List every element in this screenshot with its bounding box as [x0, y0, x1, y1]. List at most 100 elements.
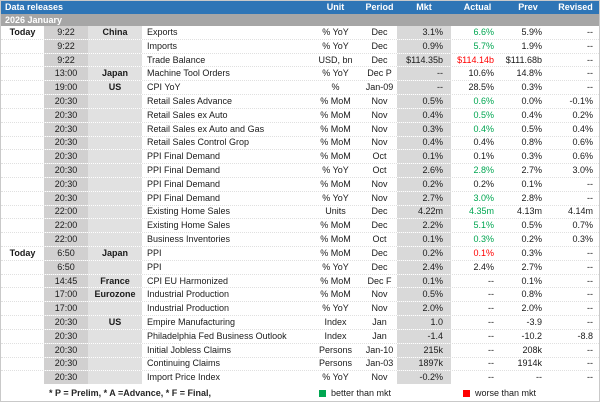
time-cell: 22:00	[44, 205, 88, 219]
prev-cell: -10.2	[521, 331, 542, 341]
actual-cell: --	[488, 345, 494, 355]
unit-cell: % YoY	[322, 304, 349, 314]
actual-cell: $114.14b	[457, 55, 494, 65]
mkt-cell: 2.6%	[397, 164, 451, 177]
period-cell: Dec	[371, 41, 388, 51]
table-row: 20:30 PPI Final Demand % MoM Oct 0.1% 0.…	[1, 150, 599, 165]
day-cell	[1, 274, 44, 288]
unit-cell: % MoM	[320, 96, 351, 106]
indicator-cell: Imports	[147, 41, 178, 51]
table-row: 19:00 US CPI YoY % Jan-09 -- 28.5% 0.3% …	[1, 81, 599, 96]
unit-cell: % YoY	[322, 373, 349, 383]
day-cell	[1, 39, 44, 53]
time-cell: 9:22	[44, 39, 88, 53]
revised-cell: 0.7%	[572, 221, 593, 231]
indicator-cell: Retail Sales ex Auto and Gas	[147, 124, 265, 134]
better-swatch-icon	[319, 389, 326, 397]
actual-cell: 5.1%	[473, 221, 494, 231]
day-cell	[1, 357, 44, 371]
table-row: 9:22 Trade Balance USD, bn Dec $114.35b …	[1, 53, 599, 68]
country-cell	[88, 122, 142, 136]
country-cell: US	[88, 316, 142, 329]
day-cell: Today	[1, 247, 44, 260]
indicator-cell: Philadelphia Fed Business Outlook	[147, 331, 287, 341]
mkt-cell: --	[397, 67, 451, 81]
actual-cell: --	[488, 304, 494, 314]
mkt-cell: -0.2%	[397, 371, 451, 385]
time-cell: 20:30	[44, 357, 88, 371]
country-cell	[88, 39, 142, 53]
prev-cell: 0.0%	[521, 96, 542, 106]
table-body: Today 9:22 China Exports % YoY Dec 3.1% …	[1, 26, 599, 385]
prev-cell: --	[536, 373, 542, 383]
table-row: 20:30 PPI Final Demand % YoY Nov 2.7% 3.…	[1, 191, 599, 206]
period-cell: Jan-09	[365, 83, 394, 93]
actual-cell: --	[488, 331, 494, 341]
period-cell: Nov	[371, 373, 388, 383]
day-cell	[1, 81, 44, 95]
day-cell: Today	[1, 26, 44, 39]
mkt-cell: 0.5%	[397, 95, 451, 108]
actual-cell: 2.8%	[473, 166, 494, 176]
day-cell	[1, 288, 44, 302]
indicator-cell: Retail Sales Advance	[147, 96, 233, 106]
revised-cell: 0.3%	[572, 235, 593, 245]
table-row: 20:30 Philadelphia Fed Business Outlook …	[1, 329, 599, 344]
time-cell: 20:30	[44, 316, 88, 329]
prev-cell: 0.2%	[521, 235, 542, 245]
revised-cell: --	[587, 27, 593, 37]
period-cell: Oct	[372, 166, 387, 176]
revised-cell: --	[587, 262, 593, 272]
country-cell	[88, 205, 142, 219]
actual-cell: 28.5%	[468, 83, 494, 93]
prev-cell: -3.9	[526, 317, 542, 327]
actual-cell: 0.1%	[473, 248, 494, 258]
unit-cell: Index	[324, 317, 347, 327]
indicator-cell: PPI	[147, 248, 162, 258]
day-cell	[1, 371, 44, 385]
prev-cell: 1.9%	[521, 41, 542, 51]
column-header-actual: Actual	[463, 3, 492, 12]
unit-cell: % MoM	[320, 235, 351, 245]
prev-cell: 0.3%	[521, 248, 542, 258]
unit-cell: % YoY	[322, 41, 349, 51]
unit-cell: % MoM	[320, 276, 351, 286]
indicator-cell: Continuing Claims	[147, 359, 221, 369]
revised-cell: --	[587, 83, 593, 93]
indicator-cell: Retail Sales Control Grop	[147, 138, 250, 148]
mkt-cell: 2.4%	[397, 260, 451, 274]
country-cell	[88, 177, 142, 191]
country-cell: France	[88, 274, 142, 288]
prev-cell: 2.7%	[521, 166, 542, 176]
table-row: 20:30 US Empire Manufacturing Index Jan …	[1, 316, 599, 330]
indicator-cell: Business Inventories	[147, 235, 231, 245]
prev-cell: 0.1%	[521, 276, 542, 286]
indicator-cell: Machine Tool Orders	[147, 69, 230, 79]
actual-cell: 0.6%	[473, 96, 494, 106]
prev-cell: 0.5%	[521, 124, 542, 134]
day-cell	[1, 302, 44, 316]
period-cell: Nov	[371, 138, 388, 148]
month-header: 2026 January	[1, 14, 599, 26]
actual-cell: --	[488, 276, 494, 286]
mkt-cell: 215k	[397, 343, 451, 357]
unit-cell: Units	[325, 207, 346, 217]
header-bar: Data releases Unit Period Mkt Actual Pre…	[1, 1, 599, 14]
prev-cell: 0.3%	[521, 83, 542, 93]
period-cell: Dec F	[367, 276, 392, 286]
period-cell: Oct	[372, 235, 387, 245]
day-cell	[1, 164, 44, 177]
revised-cell: 0.4%	[572, 124, 593, 134]
legend-better: better than mkt	[319, 388, 391, 398]
page-title: Data releases	[5, 3, 64, 12]
indicator-cell: CPI YoY	[147, 83, 181, 93]
column-header-revised: Revised	[558, 3, 593, 12]
indicator-cell: Existing Home Sales	[147, 207, 231, 217]
mkt-cell: 0.2%	[397, 177, 451, 191]
day-cell	[1, 150, 44, 164]
time-cell: 6:50	[44, 247, 88, 260]
period-cell: Dec P	[367, 69, 392, 79]
indicator-cell: PPI	[147, 262, 162, 272]
country-cell	[88, 95, 142, 108]
table-row: 6:50 PPI % YoY Dec 2.4% 2.4% 2.7% --	[1, 260, 599, 275]
